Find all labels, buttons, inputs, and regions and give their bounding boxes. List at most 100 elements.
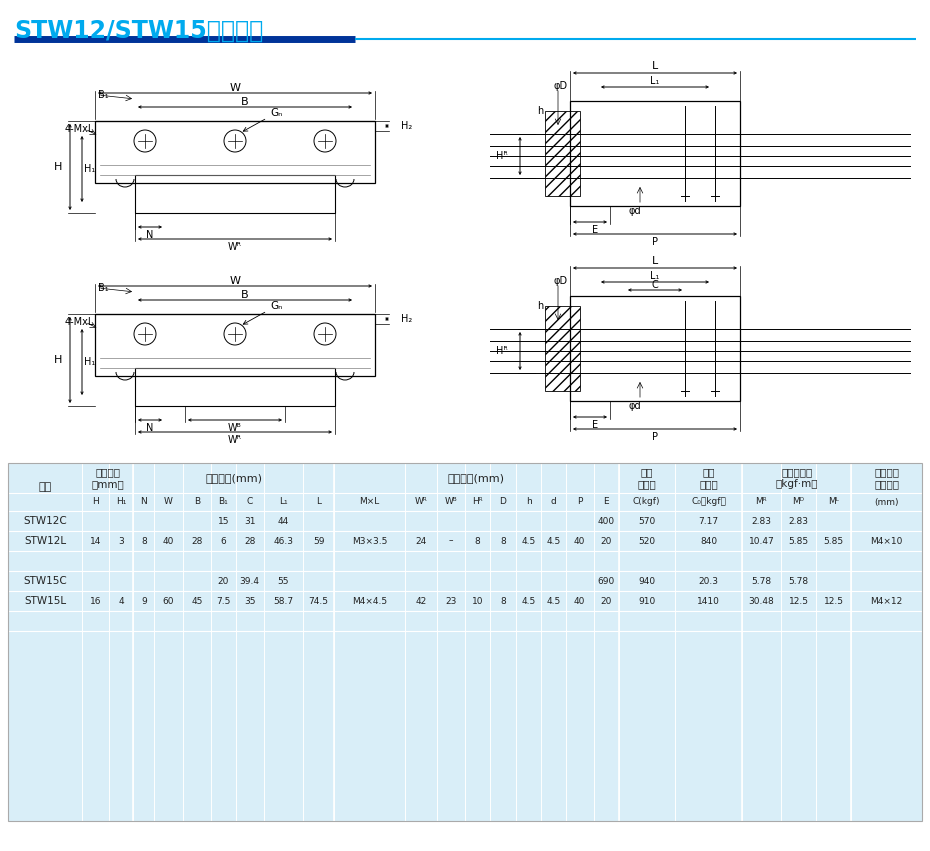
Text: 20: 20	[601, 536, 612, 545]
Bar	[545, 306, 580, 391]
Text: B: B	[193, 498, 200, 506]
Text: 74.5: 74.5	[309, 597, 328, 606]
Text: M×L: M×L	[360, 498, 379, 506]
Bar	[570, 101, 740, 206]
Text: M4×4.5: M4×4.5	[352, 597, 387, 606]
Text: P: P	[652, 432, 658, 442]
Bar	[95, 314, 375, 376]
Text: 55: 55	[277, 576, 289, 585]
Text: P: P	[577, 498, 582, 506]
Text: E: E	[604, 498, 609, 506]
Text: 8: 8	[500, 536, 506, 545]
Text: 5.85: 5.85	[789, 536, 808, 545]
Text: C: C	[652, 280, 658, 290]
Text: 30.48: 30.48	[749, 597, 775, 606]
Text: 额定
动载荷: 额定 动载荷	[637, 467, 657, 489]
Text: φd: φd	[629, 206, 642, 216]
Text: 24: 24	[416, 536, 427, 545]
Text: B₁: B₁	[98, 283, 109, 293]
Text: 570: 570	[638, 517, 656, 526]
Text: d: d	[551, 498, 556, 506]
Text: 5.85: 5.85	[824, 536, 844, 545]
Text: 40: 40	[163, 536, 174, 545]
Text: 5.78: 5.78	[751, 576, 772, 585]
Bar	[545, 111, 580, 196]
Text: 58.7: 58.7	[273, 597, 293, 606]
Text: N: N	[140, 498, 147, 506]
Text: STW15L: STW15L	[24, 596, 66, 606]
Bar	[570, 296, 740, 401]
Text: Hᴿ: Hᴿ	[497, 346, 508, 356]
Text: STW15C: STW15C	[23, 576, 67, 586]
Text: H: H	[54, 355, 62, 365]
Text: 滑块尺寸(mm): 滑块尺寸(mm)	[206, 473, 262, 483]
Text: L: L	[652, 61, 658, 71]
Text: 39.4: 39.4	[240, 576, 259, 585]
Text: Mᴰ: Mᴰ	[792, 498, 804, 506]
Bar	[95, 121, 375, 183]
Text: h: h	[537, 106, 543, 116]
Text: 840: 840	[700, 536, 717, 545]
Text: Wᴿ: Wᴿ	[228, 435, 242, 445]
Text: 额定
静载荷: 额定 静载荷	[699, 467, 718, 489]
Text: 12.5: 12.5	[789, 597, 808, 606]
Text: 40: 40	[574, 597, 585, 606]
Text: 组件尺寸
（mm）: 组件尺寸 （mm）	[91, 467, 124, 489]
Text: E: E	[591, 420, 598, 430]
Text: 400: 400	[598, 517, 615, 526]
Text: H: H	[92, 498, 99, 506]
Text: Hᴿ: Hᴿ	[472, 498, 483, 506]
Text: N: N	[146, 423, 153, 433]
Text: 12.5: 12.5	[824, 597, 844, 606]
Text: 7.5: 7.5	[216, 597, 231, 606]
Text: W: W	[230, 276, 241, 286]
Text: 44: 44	[278, 517, 289, 526]
Text: Wᴿ: Wᴿ	[228, 242, 242, 252]
Text: Gₙ: Gₙ	[244, 301, 282, 324]
Text: W: W	[230, 83, 241, 93]
Text: 10.47: 10.47	[749, 536, 775, 545]
Text: 4.5: 4.5	[522, 536, 536, 545]
Text: 4-MxL: 4-MxL	[65, 124, 94, 134]
Bar	[135, 368, 335, 406]
Text: H₂: H₂	[401, 121, 412, 131]
Text: φd: φd	[629, 401, 642, 411]
Text: 940: 940	[638, 576, 656, 585]
Text: H₂: H₂	[401, 314, 412, 324]
Text: M4×10: M4×10	[870, 536, 903, 545]
Text: 8: 8	[500, 597, 506, 606]
Text: Wᴮ: Wᴮ	[445, 498, 458, 506]
Text: 20: 20	[601, 597, 612, 606]
Text: 8: 8	[141, 536, 147, 545]
Text: STW12L: STW12L	[24, 536, 66, 546]
Text: Hᴿ: Hᴿ	[497, 151, 508, 161]
Bar	[8, 463, 922, 821]
Text: L₁: L₁	[650, 76, 659, 86]
Text: 4.5: 4.5	[546, 536, 561, 545]
Text: 4: 4	[118, 597, 124, 606]
Text: 910: 910	[638, 597, 656, 606]
Text: H: H	[54, 162, 62, 172]
Text: 9: 9	[141, 597, 147, 606]
Text: B₁: B₁	[219, 498, 228, 506]
Text: H₁: H₁	[115, 498, 126, 506]
Bar	[135, 175, 335, 213]
Text: 2.83: 2.83	[751, 517, 771, 526]
Text: C(kgf): C(kgf)	[633, 498, 660, 506]
Text: 690: 690	[598, 576, 615, 585]
Text: 滑轨尺寸(mm): 滑轨尺寸(mm)	[448, 473, 505, 483]
Text: 3: 3	[118, 536, 124, 545]
Text: 31: 31	[244, 517, 256, 526]
Text: 4.5: 4.5	[522, 597, 536, 606]
Text: –: –	[448, 536, 453, 545]
Text: 46.3: 46.3	[273, 536, 293, 545]
Text: 型号: 型号	[38, 482, 52, 492]
Text: 28: 28	[244, 536, 256, 545]
Text: N: N	[146, 230, 153, 240]
Text: L₁: L₁	[279, 498, 287, 506]
Text: B: B	[241, 290, 249, 300]
Text: STW12C: STW12C	[23, 516, 67, 526]
Text: D: D	[499, 498, 506, 506]
Text: 6: 6	[220, 536, 226, 545]
Text: B₁: B₁	[98, 90, 109, 100]
